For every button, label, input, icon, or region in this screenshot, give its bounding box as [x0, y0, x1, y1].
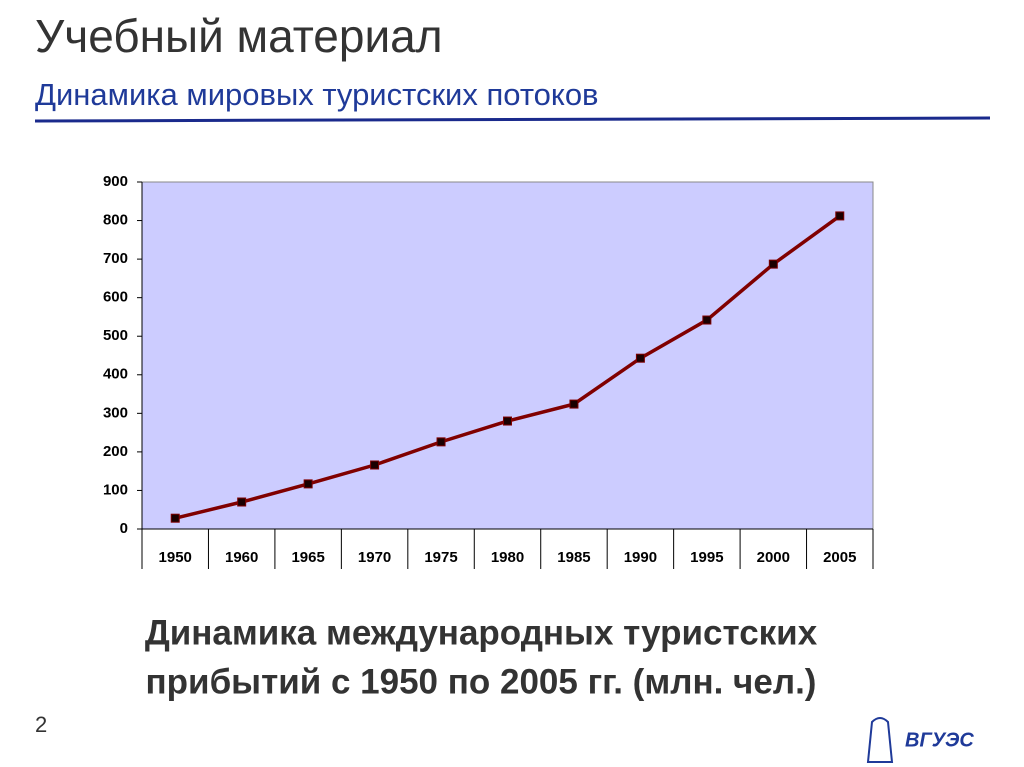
- marker: [503, 416, 512, 426]
- marker: [835, 211, 845, 221]
- y-tick-label: 700: [103, 250, 128, 267]
- y-tick-label: 800: [103, 212, 128, 229]
- x-tick-label: 1990: [624, 549, 657, 566]
- x-tick-label: 1960: [225, 549, 258, 566]
- slide-title: Учебный материал: [35, 10, 443, 62]
- divider: [34, 116, 991, 123]
- logo-text: ВГУЭС: [905, 729, 974, 751]
- x-tick-label: 1970: [358, 549, 391, 566]
- y-tick-label: 0: [120, 520, 128, 537]
- marker: [768, 259, 778, 269]
- chart-title: Динамика международных туристских: [145, 613, 818, 652]
- x-tick-label: 2005: [823, 549, 856, 566]
- logo-emblem: [866, 717, 894, 763]
- x-tick-label: 1950: [159, 549, 192, 566]
- marker: [370, 460, 380, 470]
- x-tick-label: 1980: [491, 549, 524, 566]
- marker: [569, 399, 579, 409]
- slide-subtitle: Динамика мировых туристских потоков: [35, 77, 599, 112]
- x-tick-label: 1985: [557, 549, 590, 566]
- x-tick-label: 1965: [291, 549, 324, 566]
- marker: [635, 353, 645, 363]
- x-tick-label: 1975: [424, 549, 457, 566]
- y-tick-label: 600: [103, 289, 128, 306]
- chart-title: прибытий с 1950 по 2005 гг. (млн. чел.): [146, 662, 817, 701]
- plot-area: [141, 181, 874, 530]
- y-tick-label: 100: [103, 481, 128, 498]
- marker: [303, 479, 313, 489]
- y-tick-label: 200: [103, 443, 128, 460]
- x-tick-label: 1995: [690, 549, 723, 566]
- marker: [436, 437, 446, 447]
- page-number: 2: [35, 712, 47, 737]
- marker: [170, 513, 180, 523]
- y-tick-label: 900: [103, 173, 128, 190]
- y-tick-label: 300: [103, 404, 128, 421]
- logo: ВГУЭС: [866, 717, 974, 763]
- y-tick-label: 400: [103, 366, 128, 383]
- x-tick-label: 2000: [757, 549, 790, 566]
- marker: [237, 497, 247, 507]
- marker: [702, 315, 712, 325]
- y-tick-label: 500: [103, 327, 128, 344]
